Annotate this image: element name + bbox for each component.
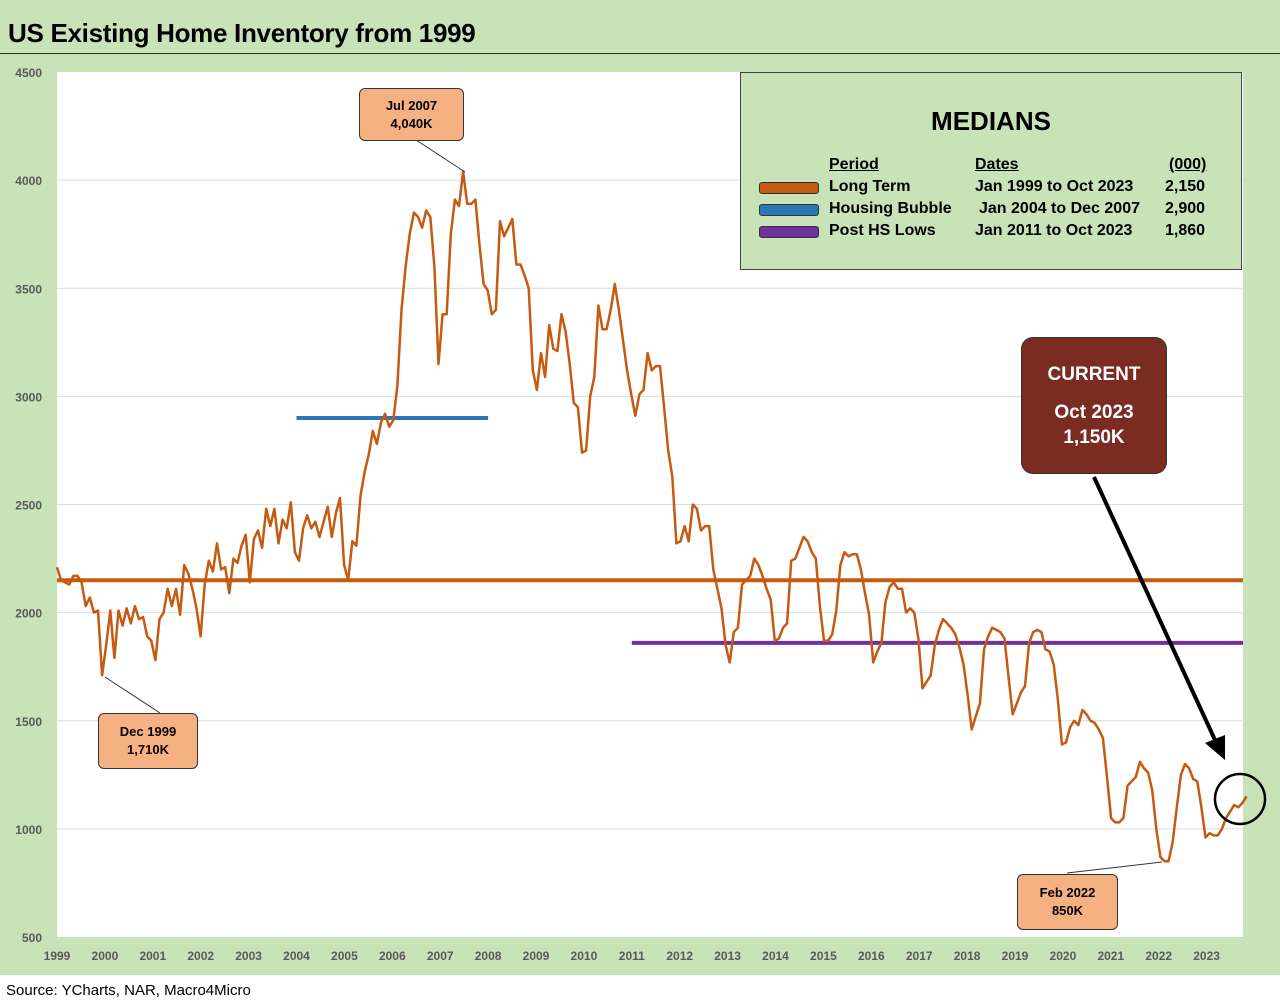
x-tick-label: 2020 — [1050, 949, 1077, 963]
y-axis-ticks: 500 1000 1500 2000 2500 3000 3500 4000 4500 — [15, 66, 42, 945]
x-tick-label: 2022 — [1145, 949, 1172, 963]
series-group — [55, 170, 1248, 863]
current-arrow — [1092, 476, 1225, 760]
legend-swatch-housing-bubble — [759, 204, 819, 216]
y-tick-label: 2500 — [15, 499, 42, 513]
medians-period: Post HS Lows — [829, 222, 936, 239]
source-note: Source: YCharts, NAR, Macro4Micro — [6, 982, 251, 999]
y-tick-label: 500 — [22, 931, 42, 945]
x-tick-label: 2005 — [331, 949, 358, 963]
x-tick-label: 2017 — [906, 949, 933, 963]
chart-title: US Existing Home Inventory from 1999 — [8, 18, 476, 48]
x-tick-label: 1999 — [44, 949, 71, 963]
medians-value: 2,150 — [1165, 178, 1206, 195]
series-line-inventory — [55, 170, 1248, 863]
callout-value: 1,710K — [127, 742, 169, 757]
y-tick-label: 1500 — [15, 715, 42, 729]
medians-header-value: (000) — [1169, 156, 1207, 173]
current-date: Oct 2023 — [1054, 402, 1134, 423]
medians-header-dates: Dates — [975, 156, 1019, 173]
current-highlight-circle — [1213, 772, 1267, 826]
medians-title: MEDIANS — [931, 106, 1051, 136]
callout-value: 850K — [1051, 903, 1084, 918]
leader-jul-2007 — [412, 137, 466, 173]
x-tick-label: 2019 — [1002, 949, 1029, 963]
x-axis-ticks: 1999 2000 2001 2002 2003 2004 2005 2006 2007 2008… — [44, 949, 1221, 963]
x-tick-label: 2023 — [1193, 949, 1220, 963]
callout-value: 4,040K — [390, 115, 433, 131]
x-tick-label: 2011 — [619, 949, 645, 963]
x-tick-label: 2004 — [283, 949, 310, 963]
current-label: CURRENT — [1047, 364, 1141, 385]
callout-dec-1999: Dec 1999 1,710K — [98, 713, 198, 769]
x-tick-label: 2003 — [235, 949, 262, 963]
medians-value: 1,860 — [1165, 222, 1206, 239]
x-tick-label: 2000 — [92, 949, 119, 963]
y-tick-label: 3500 — [15, 282, 42, 296]
x-tick-label: 2010 — [571, 949, 598, 963]
x-tick-label: 2012 — [666, 949, 693, 963]
x-tick-label: 2015 — [810, 949, 837, 963]
y-tick-label: 2000 — [15, 607, 42, 621]
x-tick-label: 2014 — [762, 949, 789, 963]
y-tick-label: 3000 — [15, 390, 42, 404]
y-tick-label: 4000 — [15, 174, 42, 188]
x-tick-label: 2007 — [427, 949, 454, 963]
current-callout: CURRENT Oct 2023 1,150K — [1021, 337, 1167, 474]
y-tick-label: 4500 — [15, 66, 42, 80]
callout-date: Jul 2007 — [385, 97, 438, 113]
medians-legend: MEDIANS Period Dates (000) Long Term Jan… — [740, 72, 1242, 270]
callout-date: Feb 2022 — [1039, 885, 1096, 900]
callout-leaders — [104, 137, 1163, 874]
legend-swatch-long-term — [759, 182, 819, 194]
y-tick-label: 1000 — [15, 823, 42, 837]
x-tick-label: 2006 — [379, 949, 406, 963]
gridlines — [57, 179, 1243, 830]
medians-value: 2,900 — [1165, 200, 1206, 217]
legend-swatch-post-hs-lows — [759, 226, 819, 238]
medians-dates: Jan 1999 to Oct 2023 — [975, 178, 1134, 195]
x-tick-label: 2013 — [714, 949, 741, 963]
title-divider — [0, 53, 1280, 54]
callout-date: Dec 1999 — [119, 724, 177, 739]
x-tick-label: 2016 — [858, 949, 885, 963]
x-tick-label: 2009 — [523, 949, 550, 963]
x-tick-label: 2021 — [1097, 949, 1124, 963]
callout-feb-2022: Feb 2022 850K — [1017, 874, 1118, 930]
medians-header-period: Period — [829, 156, 879, 173]
medians-period: Long Term — [829, 178, 911, 195]
leader-feb-2022 — [1066, 861, 1163, 874]
x-tick-label: 2018 — [954, 949, 981, 963]
x-tick-label: 2002 — [187, 949, 214, 963]
medians-period: Housing Bubble — [829, 200, 952, 217]
median-lines — [57, 416, 1243, 645]
current-arrow-shaft — [1092, 476, 1217, 741]
medians-dates: Jan 2004 to Dec 2007 — [979, 200, 1140, 217]
current-value: 1,150K — [1063, 427, 1125, 448]
x-tick-label: 2001 — [139, 949, 166, 963]
callout-jul-2007: Jul 2007 4,040K — [359, 88, 464, 141]
current-arrow-head — [1205, 735, 1225, 760]
leader-dec-1999 — [104, 676, 161, 714]
x-tick-label: 2008 — [475, 949, 502, 963]
medians-dates: Jan 2011 to Oct 2023 — [975, 222, 1133, 239]
